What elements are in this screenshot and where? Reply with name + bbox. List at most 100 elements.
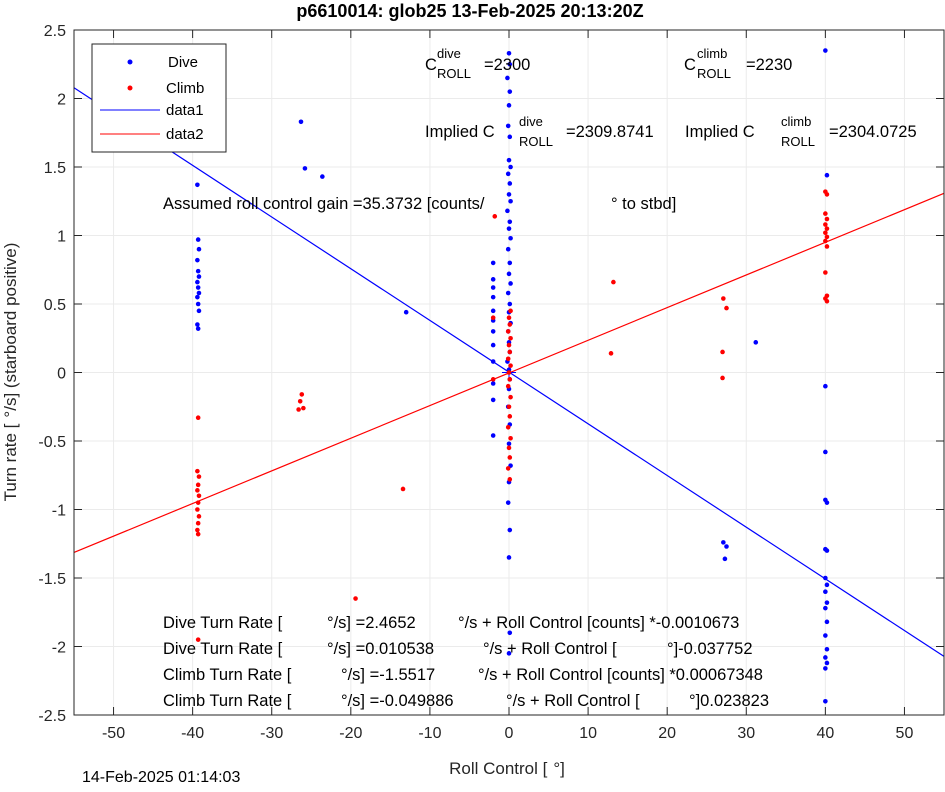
- c-climb-value: =2230: [746, 56, 792, 74]
- dive-point: [505, 290, 511, 296]
- dive-point: [506, 651, 512, 656]
- dive-point: [195, 294, 200, 300]
- dive-point: [823, 589, 828, 594]
- y-axis-degree: °: [1, 411, 20, 418]
- eq2-mid: °/s + Roll Control [: [483, 640, 617, 658]
- dive-point: [196, 274, 202, 279]
- implied-climb-sub: ROLL: [781, 134, 815, 149]
- climb-point: [508, 435, 513, 441]
- dive-point: [507, 219, 513, 225]
- eq4-label: Climb Turn Rate [: [163, 692, 292, 710]
- dive-point: [508, 198, 513, 204]
- dive-point: [507, 61, 513, 67]
- equation-dive-degrees: Dive Turn Rate [ °/s] =0.010538 °/s + Ro…: [163, 640, 753, 658]
- c-dive-main: C: [425, 56, 437, 74]
- dive-point: [823, 666, 828, 671]
- dive-point: [824, 548, 830, 553]
- y-tick-label: 2.5: [44, 23, 66, 40]
- axes-box: [73, 29, 945, 716]
- legend: Dive Climb data1 data2: [91, 43, 227, 153]
- climb-point: [507, 455, 513, 460]
- climb-point: [823, 270, 828, 275]
- climb-point: [297, 398, 303, 404]
- dive-point: [490, 260, 496, 266]
- climb-point: [505, 383, 511, 389]
- y-axis-label-prefix: Turn rate [: [1, 423, 20, 501]
- dive-point: [506, 555, 512, 560]
- dive-point: [302, 166, 308, 171]
- x-tick-label: 0: [505, 725, 514, 742]
- implied-dive-sub: ROLL: [519, 134, 553, 149]
- climb-point: [195, 500, 201, 505]
- x-tick-label: -10: [418, 725, 441, 742]
- x-tick-label: 10: [579, 725, 597, 742]
- climb-point: [505, 466, 511, 471]
- y-tick-label: 0.5: [44, 297, 66, 314]
- climb-point: [824, 192, 830, 197]
- dive-point: [196, 308, 202, 314]
- climb-point: [824, 216, 830, 222]
- dive-point: [505, 75, 510, 81]
- eq2-intercept: °/s] =0.010538: [327, 640, 434, 658]
- dive-point: [506, 271, 512, 277]
- climb-point: [196, 474, 202, 479]
- climb-point: [505, 425, 511, 430]
- implied-dive-sup: dive: [519, 114, 543, 129]
- dive-point: [490, 277, 496, 282]
- y-axis-label-suffix: /s] (starboard positive): [1, 243, 20, 411]
- climb-point: [296, 407, 301, 412]
- dive-point: [507, 89, 513, 94]
- dive-point: [490, 329, 496, 334]
- dive-point: [824, 500, 830, 505]
- climb-point: [506, 445, 512, 451]
- climb-point: [196, 514, 202, 519]
- dive-point: [823, 48, 828, 53]
- dive-point: [721, 540, 726, 545]
- implied-dive-main: Implied C: [425, 123, 495, 141]
- c-roll-dive-annotation: C dive ROLL =2300: [425, 46, 530, 81]
- dive-point: [490, 285, 496, 290]
- x-tick-label: -20: [339, 725, 362, 742]
- c-dive-sub: ROLL: [437, 66, 471, 81]
- implied-climb-sup: climb: [781, 114, 811, 129]
- c-climb-sub: ROLL: [697, 66, 731, 81]
- dive-point: [824, 172, 830, 178]
- c-climb-main: C: [684, 56, 696, 74]
- legend-climb-marker: [127, 85, 133, 91]
- dive-point: [298, 119, 304, 125]
- climb-point: [490, 315, 496, 321]
- dive-point: [507, 301, 513, 307]
- legend-dive-label: Dive: [168, 54, 198, 71]
- footer-timestamp: 14-Feb-2025 01:14:03: [82, 769, 241, 786]
- dive-point: [505, 123, 511, 129]
- y-tick-label: 2: [57, 92, 66, 109]
- eq2-slope: °]-0.037752: [667, 640, 753, 658]
- dive-point: [320, 174, 325, 179]
- dive-point: [823, 655, 828, 660]
- climb-point: [721, 296, 726, 301]
- climb-point: [508, 363, 513, 368]
- climb-point: [196, 493, 202, 499]
- dive-point: [505, 171, 511, 177]
- climb-point: [505, 329, 511, 334]
- dive-point: [403, 309, 409, 315]
- y-tick-label: -1.5: [38, 571, 66, 588]
- implied-climb-main: Implied C: [685, 123, 755, 141]
- y-tick-label: 1.5: [44, 160, 66, 177]
- dive-point: [507, 260, 513, 266]
- climb-point: [506, 342, 512, 348]
- climb-point: [823, 230, 828, 236]
- climb-point: [400, 486, 406, 492]
- dive-point: [507, 181, 513, 186]
- climb-point: [195, 527, 200, 533]
- dive-point: [195, 237, 201, 242]
- climb-point: [824, 298, 830, 304]
- dive-point: [195, 182, 200, 188]
- gain-units: ° to stbd]: [611, 195, 676, 213]
- climb-point: [490, 377, 496, 382]
- dive-point: [508, 235, 513, 241]
- climb-point: [507, 322, 513, 327]
- dive-point: [508, 281, 513, 286]
- implied-dive-value: =2309.8741: [566, 123, 654, 141]
